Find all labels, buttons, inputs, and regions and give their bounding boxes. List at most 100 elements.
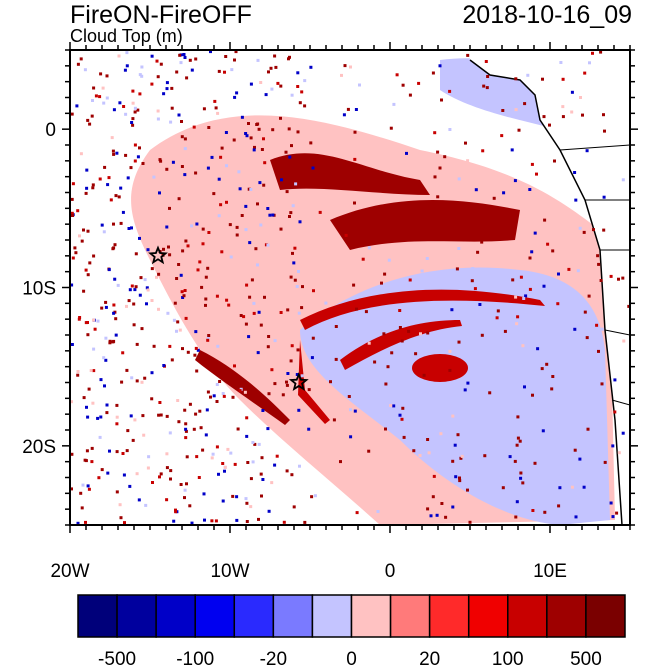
- data-pixel: [440, 502, 444, 505]
- data-pixel: [114, 194, 118, 198]
- data-pixel: [265, 210, 269, 214]
- data-pixel: [296, 130, 300, 134]
- data-pixel: [150, 267, 154, 271]
- data-pixel: [146, 248, 150, 252]
- data-pixel: [573, 448, 577, 452]
- data-pixel: [233, 58, 236, 62]
- data-pixel: [250, 278, 254, 282]
- data-pixel: [76, 521, 80, 525]
- data-pixel: [492, 196, 496, 200]
- data-pixel: [384, 427, 387, 431]
- data-pixel: [484, 60, 488, 63]
- data-pixel: [455, 267, 459, 271]
- y-tick-label: 0: [45, 120, 56, 141]
- data-pixel: [205, 135, 209, 139]
- data-pixel: [609, 501, 613, 505]
- data-pixel: [389, 404, 393, 407]
- data-pixel: [205, 408, 209, 412]
- data-pixel: [353, 130, 357, 134]
- data-pixel: [407, 329, 411, 333]
- data-pixel: [182, 294, 186, 298]
- data-pixel: [293, 246, 297, 250]
- data-pixel: [294, 182, 298, 186]
- data-pixel: [210, 519, 214, 523]
- data-pixel: [177, 263, 181, 266]
- data-pixel: [245, 501, 249, 505]
- plot-title: FireON-FireOFF: [70, 1, 252, 29]
- data-pixel: [194, 412, 198, 416]
- data-pixel: [86, 229, 90, 233]
- data-pixel: [76, 373, 80, 377]
- data-pixel: [344, 168, 348, 172]
- data-pixel: [349, 435, 353, 439]
- data-pixel: [138, 73, 142, 77]
- data-pixel: [292, 505, 296, 509]
- data-pixel: [190, 521, 194, 525]
- data-pixel: [268, 213, 272, 217]
- data-pixel: [181, 249, 185, 253]
- data-pixel: [157, 413, 161, 417]
- data-pixel: [367, 221, 371, 224]
- data-pixel: [78, 234, 81, 238]
- data-pixel: [135, 472, 139, 476]
- data-pixel: [349, 408, 352, 412]
- data-pixel: [204, 433, 208, 437]
- data-pixel: [392, 404, 396, 408]
- data-pixel: [157, 272, 161, 276]
- data-pixel: [439, 432, 443, 436]
- data-pixel: [132, 302, 136, 306]
- y-tick-label: 20S: [22, 437, 56, 458]
- data-pixel: [118, 101, 122, 105]
- data-pixel: [236, 427, 240, 431]
- data-pixel: [207, 191, 211, 195]
- data-pixel: [285, 469, 289, 473]
- data-pixel: [291, 251, 294, 255]
- data-pixel: [133, 418, 137, 422]
- data-pixel: [551, 249, 555, 253]
- data-pixel: [171, 160, 175, 164]
- data-pixel: [228, 223, 232, 227]
- data-pixel: [463, 388, 467, 392]
- data-pixel: [115, 415, 119, 419]
- data-pixel: [75, 104, 79, 108]
- data-pixel: [86, 118, 90, 122]
- data-pixel: [222, 394, 226, 398]
- data-pixel: [519, 476, 523, 480]
- data-pixel: [258, 181, 262, 185]
- data-pixel: [85, 449, 89, 453]
- data-pixel: [340, 73, 343, 77]
- data-pixel: [183, 488, 187, 492]
- data-pixel: [108, 449, 111, 453]
- data-pixel: [271, 128, 275, 132]
- data-pixel: [215, 383, 219, 386]
- data-pixel: [443, 155, 447, 159]
- data-pixel: [225, 164, 228, 168]
- data-pixel: [217, 177, 221, 181]
- data-pixel: [214, 519, 218, 523]
- data-pixel: [188, 58, 192, 62]
- data-pixel: [91, 99, 94, 102]
- data-pixel: [431, 71, 435, 75]
- data-pixel: [122, 105, 126, 108]
- data-pixel: [188, 504, 192, 508]
- colorbar-label: 20: [419, 649, 440, 667]
- data-pixel: [184, 316, 188, 320]
- data-pixel: [247, 187, 251, 191]
- data-pixel: [86, 321, 89, 324]
- data-pixel: [533, 231, 537, 235]
- data-pixel: [478, 303, 482, 306]
- data-pixel: [181, 347, 184, 351]
- negative-small-region: [300, 267, 610, 525]
- data-pixel: [426, 438, 430, 441]
- data-pixel: [535, 172, 538, 176]
- data-pixel: [159, 413, 163, 417]
- data-pixel: [194, 330, 198, 334]
- data-pixel: [106, 183, 110, 187]
- data-pixel: [112, 311, 116, 315]
- data-pixel: [184, 429, 188, 433]
- data-pixel: [176, 320, 180, 324]
- data-pixel: [168, 431, 172, 435]
- data-pixel: [353, 409, 357, 413]
- data-pixel: [209, 50, 212, 54]
- data-pixel: [215, 445, 219, 449]
